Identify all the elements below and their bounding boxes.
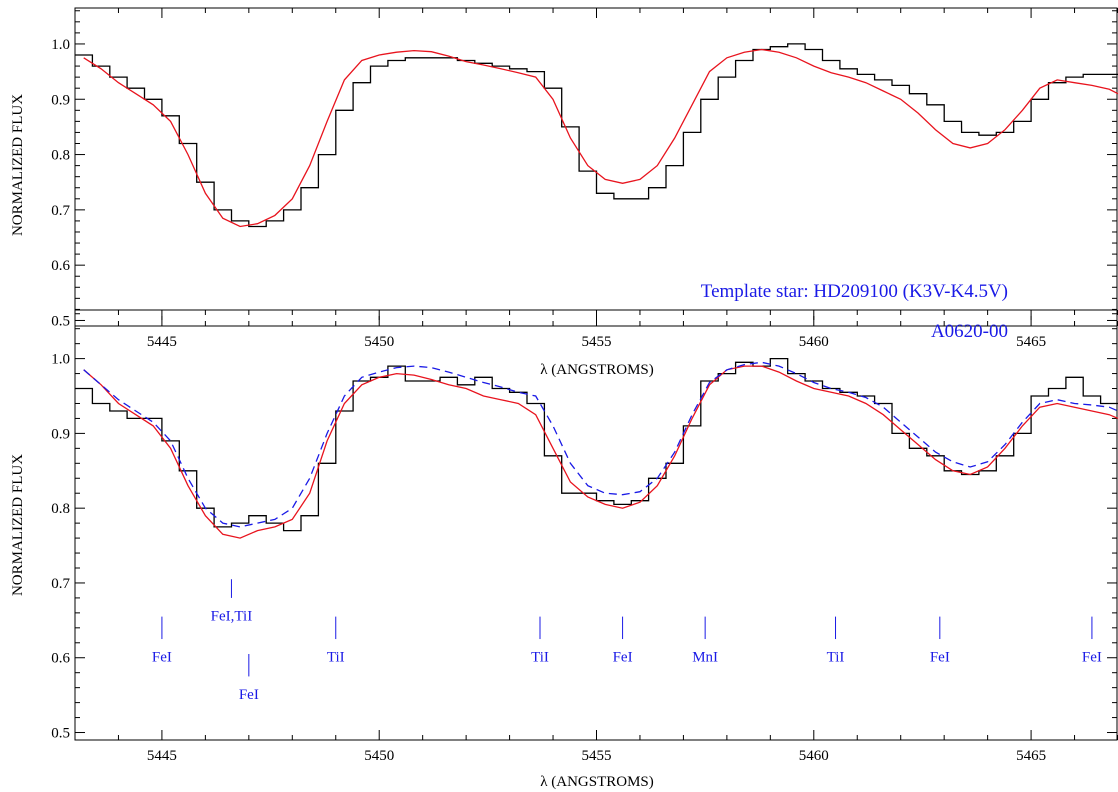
x-axis-title: λ (ANGSTROMS) (540, 362, 654, 378)
x-tick-label: 5450 (364, 334, 394, 350)
y-tick-label: 1.0 (51, 37, 70, 53)
y-tick-label: 0.7 (51, 576, 70, 592)
y-tick-label: 0.9 (51, 92, 70, 108)
line-id-label: MnI (692, 649, 718, 665)
x-tick-label: 5445 (147, 748, 177, 764)
line-id-label: TiI (531, 649, 549, 665)
line-id-label: TiI (327, 649, 345, 665)
x-axis-title: λ (ANGSTROMS) (540, 774, 654, 790)
model-spectrum-line (83, 48, 1118, 228)
model-spectrum-line (83, 365, 1118, 539)
x-tick-label: 5445 (147, 334, 177, 350)
line-id-label: FeI (613, 649, 633, 665)
observed-spectrum-line (75, 357, 1118, 532)
x-tick-label: 5450 (364, 748, 394, 764)
x-tick-label: 5460 (799, 748, 829, 764)
x-tick-label: 5455 (582, 748, 612, 764)
object-annotation: A0620-00 (931, 321, 1008, 342)
x-tick-label: 5465 (1016, 748, 1046, 764)
y-tick-label: 0.5 (51, 313, 70, 329)
y-tick-label: 1.0 (51, 352, 70, 368)
y-tick-label: 0.8 (51, 148, 70, 164)
y-tick-label: 0.6 (51, 258, 70, 274)
line-id-label: FeI (152, 649, 172, 665)
line-id-label: TiI (827, 649, 845, 665)
plot-frame (74, 7, 1118, 327)
y-tick-label: 0.7 (51, 203, 70, 219)
dashed-model-line (83, 361, 1118, 528)
top-panel: Template star: HD209100 (K3V-K4.5V) λ (A… (10, 7, 1118, 378)
line-id-label: FeI,TiI (211, 608, 253, 624)
y-tick-label: 0.5 (51, 726, 70, 742)
line-id-label: FeI (930, 649, 950, 665)
y-tick-label: 0.6 (51, 651, 70, 667)
y-axis-title: NORMALIZED FLUX (10, 454, 26, 596)
template-annotation: Template star: HD209100 (K3V-K4.5V) (701, 281, 1008, 302)
line-id-label: FeI (1082, 649, 1102, 665)
line-id-label: FeI (239, 687, 259, 703)
observed-spectrum-line (75, 43, 1118, 228)
y-tick-label: 0.8 (51, 501, 70, 517)
bottom-panel: A0620-00 λ (ANGSTROMS) NORMALIZED FLUX 5… (10, 309, 1118, 790)
x-tick-label: 5465 (1016, 334, 1046, 350)
y-axis-title: NORMALIZED FLUX (10, 94, 26, 236)
y-tick-label: 0.9 (51, 426, 70, 442)
x-tick-label: 5460 (799, 334, 829, 350)
x-tick-label: 5455 (582, 334, 612, 350)
